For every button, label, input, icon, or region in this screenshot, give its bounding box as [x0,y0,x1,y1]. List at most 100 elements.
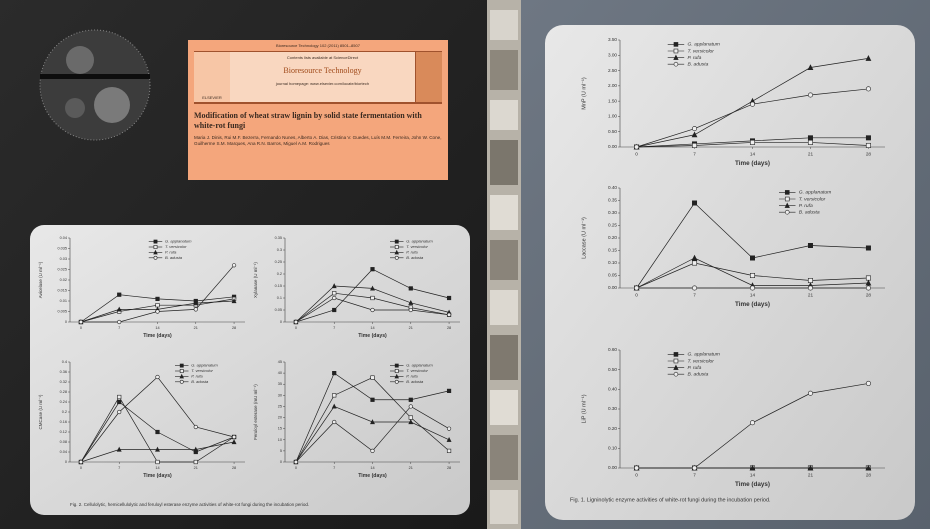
marker [692,286,696,290]
marker [332,420,336,424]
x-tick-label: 28 [866,151,872,156]
marker [634,286,638,290]
marker [409,287,413,291]
y-axis-label: Feruloyl esterase (mU ml⁻¹) [253,384,258,440]
journal-name: Bioresource Technology [230,66,415,75]
y-tick-label: 0.20 [608,426,617,431]
x-tick-label: 28 [447,326,451,330]
marker [634,466,638,470]
marker [332,371,336,375]
y-tick-label: 0.15 [275,284,282,288]
marker [156,310,160,314]
y-tick-label: 0.01 [60,299,67,303]
y-tick-label: 0.025 [57,268,67,272]
marker [232,435,236,439]
legend-label: G. applanatum [165,239,192,244]
y-tick-label: 0.02 [60,278,67,282]
paper-title: Modification of wheat straw lignin by so… [194,111,442,131]
x-axis-label: Time (days) [735,160,770,167]
marker [371,267,375,271]
y-tick-label: 0.2 [277,272,282,276]
legend-label: P. rufa [799,203,813,209]
marker [634,145,638,149]
y-tick-label: 0.35 [275,236,282,240]
journal-cover [415,52,442,102]
marker [156,375,160,379]
legend-label: G. applanatum [799,190,831,196]
y-axis-label: LiP (U ml⁻¹) [582,394,588,423]
y-tick-label: 0.05 [275,308,282,312]
x-tick-label: 7 [333,466,335,470]
slide: Fig. 2. Cellulolytic, hemicellulolytic a… [0,0,930,529]
image-strip [487,0,521,529]
marker [808,278,812,282]
marker [750,421,754,425]
fungus-photo [40,30,150,140]
y-tick-label: 0.12 [60,430,67,434]
contents-line: Contents lists available at ScienceDirec… [230,55,415,60]
legend-label: P. rufa [165,249,177,254]
x-tick-label: 28 [232,466,236,470]
legend-marker [674,62,678,66]
paper-header: Bioresource Technology 102 (2011) 8501–8… [188,40,448,180]
y-tick-label: 0.32 [60,380,67,384]
y-tick-label: 0.10 [608,260,617,265]
y-tick-label: 0.30 [608,210,617,215]
legend-marker [180,364,183,367]
marker [156,297,160,301]
y-tick-label: 0.1 [277,296,282,300]
x-tick-label: 28 [866,292,872,297]
y-axis-label: MnP (U ml⁻¹) [582,77,588,110]
legend-label: P. rufa [406,373,418,378]
marker [750,102,754,106]
y-tick-label: 40 [278,371,282,375]
y-tick-label: 20 [278,416,282,420]
x-tick-label: 0 [635,292,638,297]
marker [371,296,375,300]
x-tick-label: 7 [693,472,696,477]
legend-marker [674,42,678,46]
marker [117,410,121,414]
x-axis-label: Time (days) [735,301,770,308]
paper-authors: Maria J. Dinis, Rui M.F. Bezerra, Fernan… [194,135,442,147]
legend-label: B. adusta [799,210,820,216]
marker [117,400,121,404]
legend-marker [674,359,678,363]
x-tick-label: 7 [693,292,696,297]
legend-label: B. adusta [688,62,709,68]
figure-caption: Fig. 1. Ligninolytic enzyme activities o… [570,497,771,503]
y-tick-label: 35 [278,382,282,386]
legend-marker [395,364,398,367]
marker [447,296,451,300]
marker [866,87,870,91]
y-tick-label: 25 [278,404,282,408]
marker [117,293,121,297]
y-tick-label: 45 [278,360,282,364]
marker [692,201,696,205]
legend-marker [674,352,678,356]
y-tick-label: 0.4 [62,360,68,364]
legend-marker [395,369,398,372]
marker [79,320,83,324]
marker [808,391,812,395]
x-tick-label: 28 [866,472,872,477]
left-figure-panel [30,225,470,515]
legend-label: T. versicolor [191,368,213,373]
x-tick-label: 0 [295,326,297,330]
y-tick-label: 2.00 [608,83,617,88]
slide-canvas: Fig. 2. Cellulolytic, hemicellulolytic a… [0,0,930,529]
marker [294,320,298,324]
marker [750,273,754,277]
y-tick-label: 0 [280,460,282,464]
legend-label: P. rufa [688,55,702,61]
legend-label: T. versicolor [688,48,715,54]
x-tick-label: 21 [808,472,814,477]
marker [866,246,870,250]
journal-banner: ELSEVIER Contents lists available at Sci… [194,51,442,104]
marker [447,313,451,317]
x-tick-label: 0 [80,326,82,330]
marker [409,398,413,402]
legend-label: G. applanatum [406,363,433,368]
marker [156,430,160,434]
y-tick-label: 2.50 [608,68,617,73]
